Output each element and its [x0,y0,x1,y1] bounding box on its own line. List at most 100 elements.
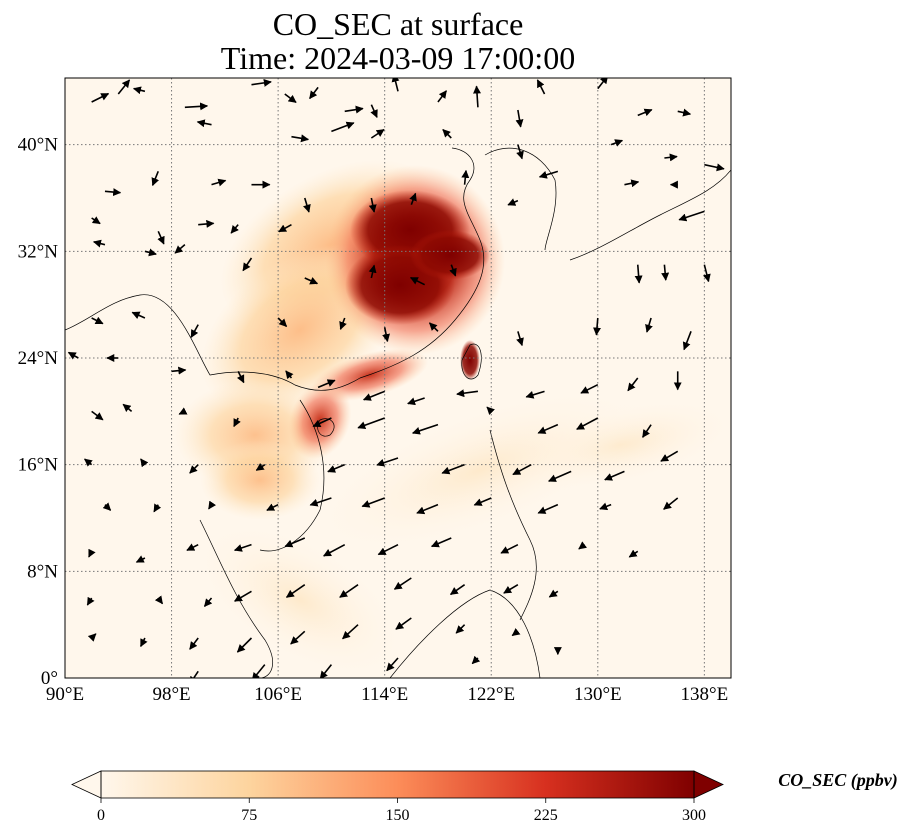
colorbar-label: CO_SEC (ppbv) [778,770,898,791]
coast-malay [199,519,273,678]
wind-arrow [456,389,479,398]
wind-arrow [442,129,452,139]
x-tick-label-114: 114°E [361,684,408,705]
wind-arrow [511,628,521,637]
wind-arrow [233,590,252,602]
wind-arrow [610,139,624,147]
coast-korea [484,147,557,251]
wind-arrow [117,79,131,95]
wind-arrow [503,583,519,594]
wind-arrow [634,264,643,284]
wind-arrow [368,197,377,213]
wind-arrow [599,502,612,511]
wind-arrow [278,223,292,233]
colorbar: 0 75 150 225 300 CO_SEC (ppbv) [71,770,898,824]
wind-arrow [154,595,164,605]
wind-arrow [291,134,310,143]
wind-arrow [664,153,678,162]
wind-arrow [407,397,425,406]
wind-arrow [377,543,399,556]
wind-arrow [135,555,146,563]
wind-arrow [430,537,452,548]
wind-arrow [449,264,457,277]
wind-arrow [642,424,652,438]
wind-arrow [87,633,97,642]
wind-arrow [537,423,559,434]
wind-arrow [428,322,439,332]
x-tick-label-130: 130°E [574,684,622,705]
wind-arrow [144,248,157,257]
wind-arrow [233,543,252,552]
conc-taiwan [460,340,480,380]
wind-arrow [284,537,306,548]
y-tick-label-0: 0° [41,668,58,689]
wind-arrow [473,497,492,506]
colorbar-tick-label-0: 0 [97,807,105,824]
x-tick-label-106: 106°E [254,684,302,705]
wind-arrow [242,257,253,272]
wind-arrow [507,198,519,206]
wind-arrow [190,324,199,338]
wind-arrow [663,497,679,510]
wind-arrow [395,617,412,630]
wind-arrow [151,171,160,187]
wind-arrow [203,597,213,608]
wind-arrow [339,317,347,330]
colorbar-tick-label-225: 225 [534,807,558,824]
wind-arrow [361,497,385,508]
y-tick-label-8: 8°N [27,561,58,582]
wind-arrow [131,311,146,319]
wind-arrow [327,463,346,473]
x-tick-label-90: 90°E [46,684,84,705]
wind-arrow [441,463,465,475]
wind-arrow [153,503,162,513]
wind-arrow [251,78,272,87]
coastlines [65,147,731,678]
map-frame [64,77,732,679]
wind-arrow [409,276,425,286]
wind-arrow [319,664,333,678]
wind-arrow [580,383,599,394]
wind-arrow [500,543,519,554]
wind-arrow [230,224,239,234]
wind-arrow [92,239,106,248]
wind-arrow [196,119,212,128]
wind-arrow [104,188,122,197]
wind-arrow [437,90,447,103]
wind-arrow [661,264,670,281]
wind-arrow [516,144,524,160]
wind-arrow [538,170,559,179]
wind-arrow [304,277,319,285]
wind-arrow [537,503,559,514]
wind-arrow [627,377,639,392]
wind-arrow [309,497,332,507]
wind-arrow [277,317,288,327]
wind-arrow [122,403,133,413]
wind-arrow [84,458,93,467]
wind-arrow [471,655,481,665]
wind-arrow [236,370,245,384]
wind-arrow [645,317,653,333]
colorbar-tick-label-75: 75 [241,807,257,824]
wind-arrow [593,317,601,336]
wind-arrow [368,264,377,279]
wind-arrow [140,637,148,648]
wind-arrow [86,596,95,606]
wind-arrow [284,93,297,104]
colorbar-extend-max [693,770,724,799]
colorbar-ticks: 0 75 150 225 300 [97,798,706,824]
wind-arrow [682,331,692,351]
wind-arrow [548,589,559,598]
conc-faint-south [191,520,409,678]
wind-arrow [704,163,725,172]
wind-arrow [208,500,217,510]
wind-arrow [412,423,439,435]
wind-arrow [536,79,546,95]
coast-china [65,147,485,391]
gridlines [65,78,731,678]
wind-arrow [455,624,466,634]
wind-arrow [370,104,378,118]
wind-arrow [339,584,359,598]
coast-taiwan [461,343,482,380]
